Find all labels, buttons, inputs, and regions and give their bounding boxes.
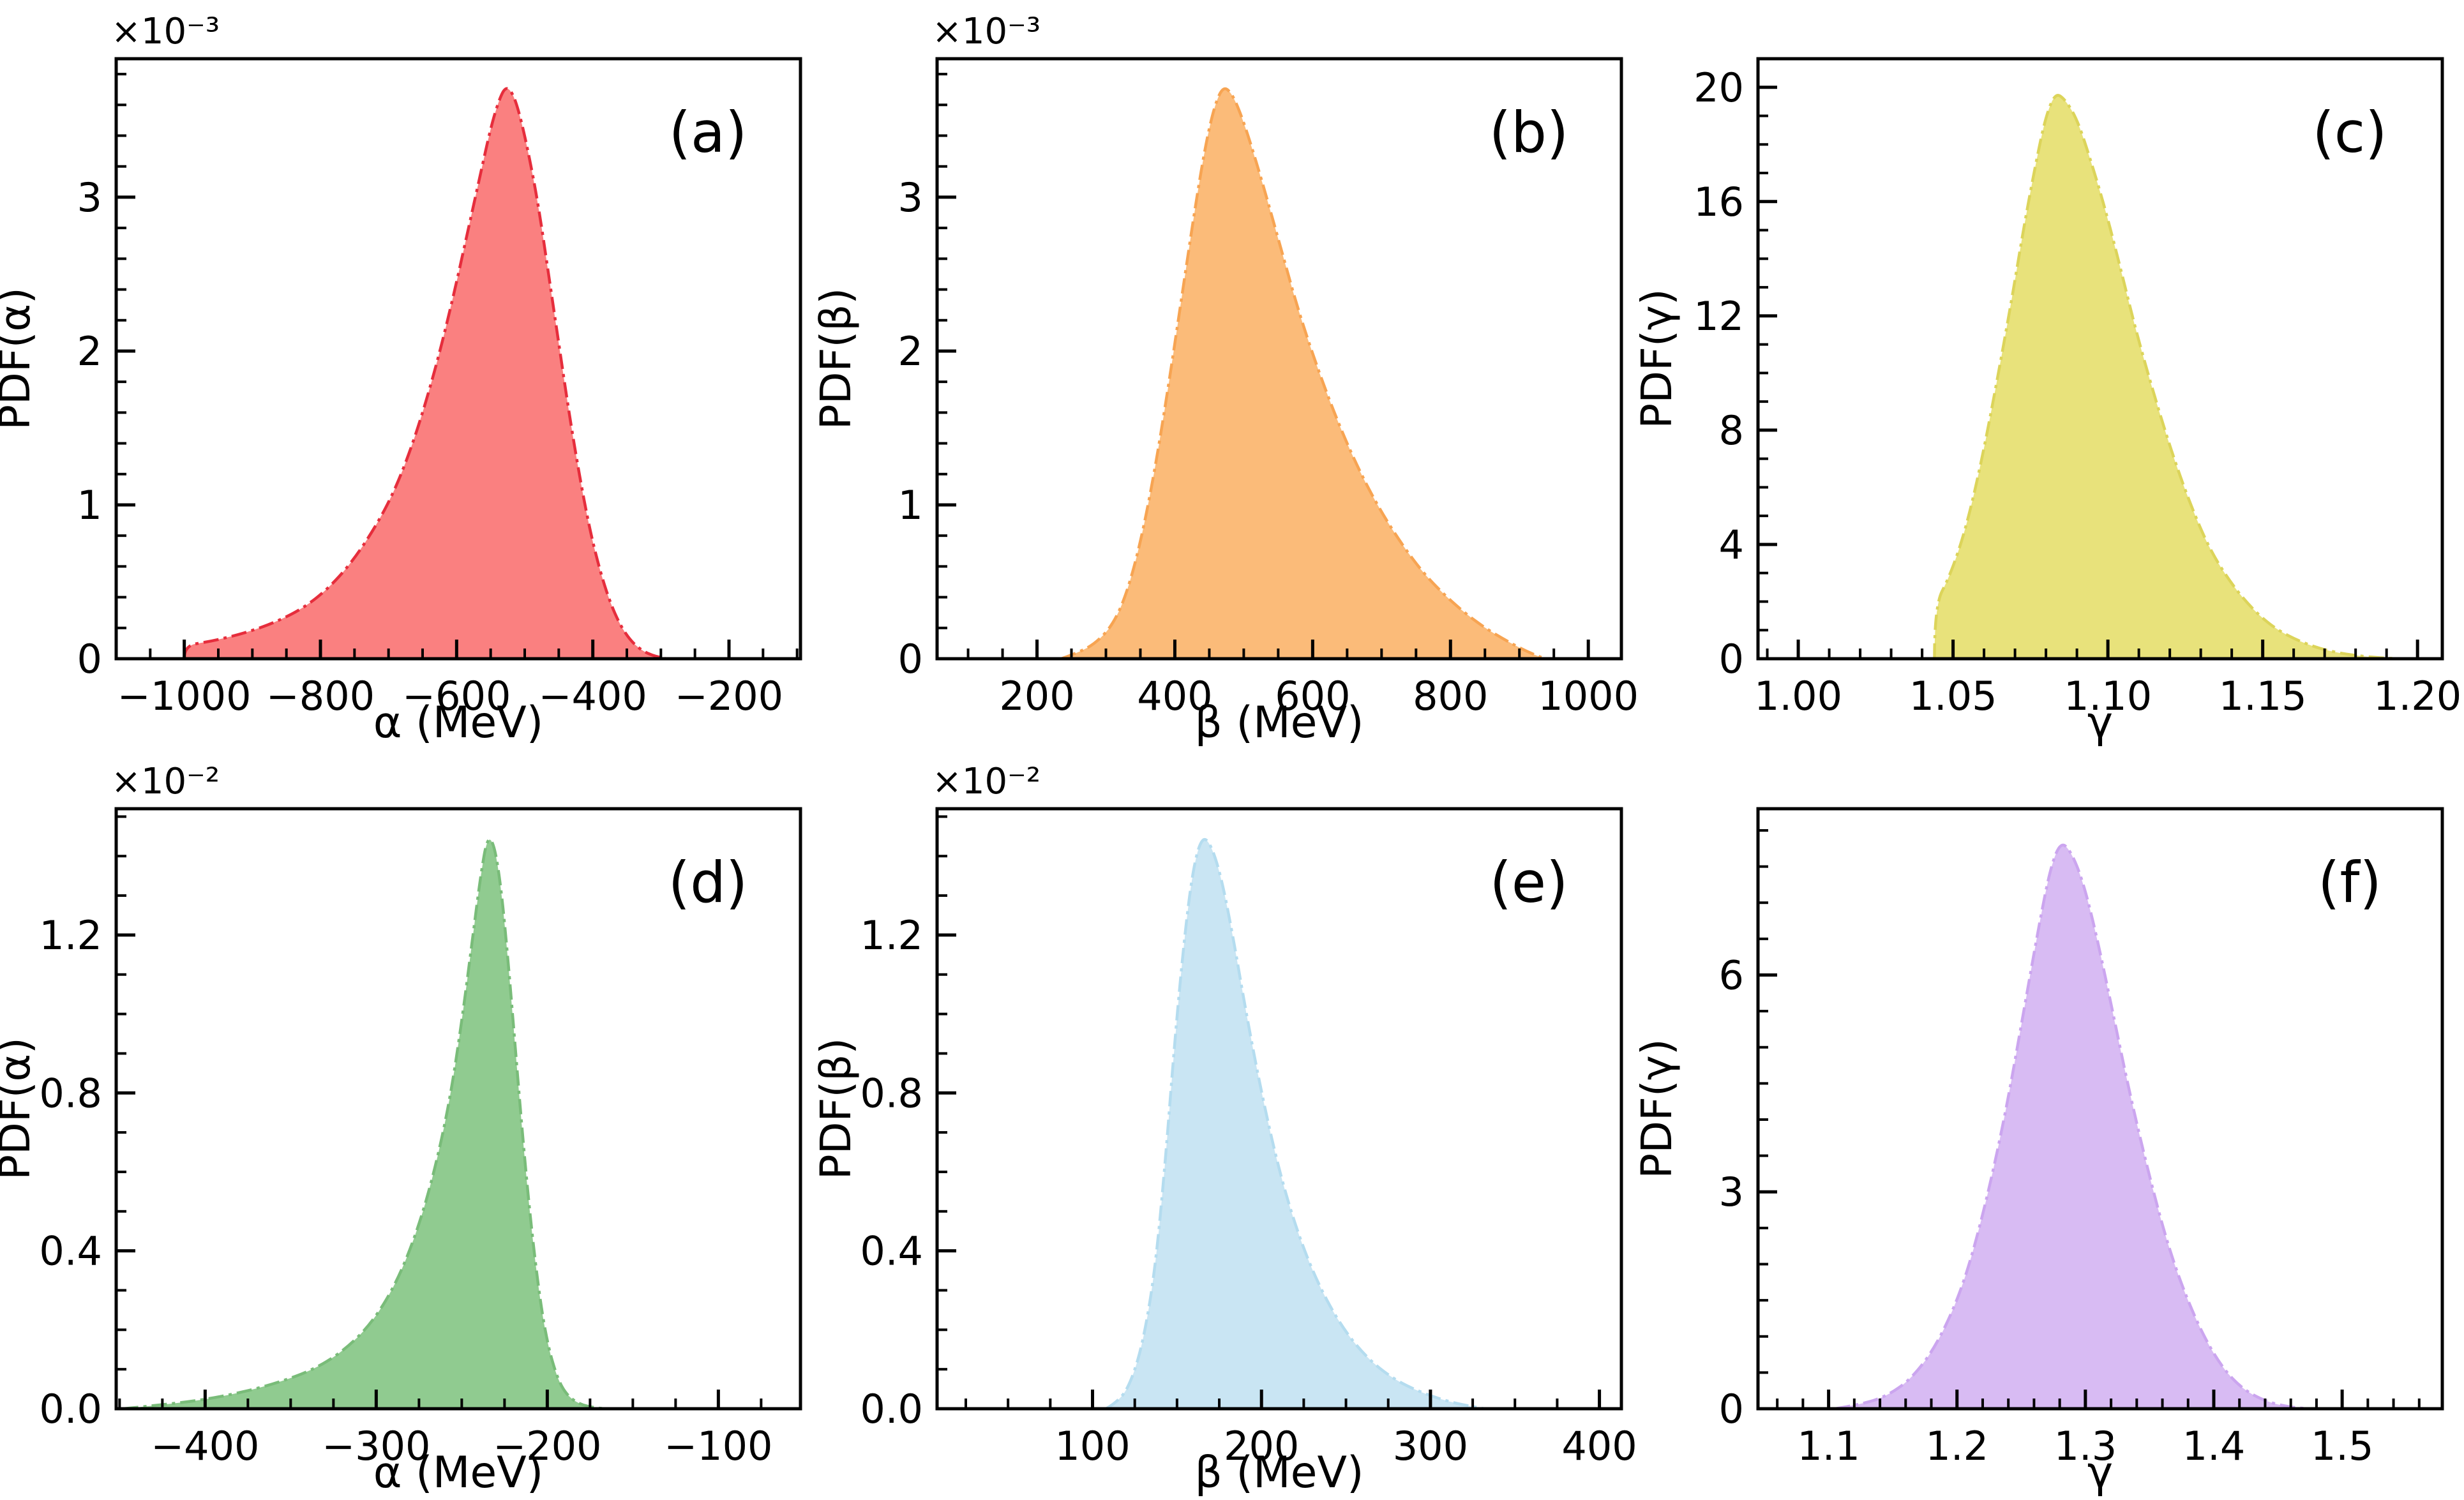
panel-d: −400 −300 −200 −100 0.0 0.4 0.8 1.2 ×10⁻² α (MeV)… bbox=[0, 750, 821, 1500]
x-tick-label: 600 bbox=[1275, 673, 1350, 719]
y-tick-label: 0.0 bbox=[860, 1386, 923, 1432]
y-tick-label: 12 bbox=[1694, 293, 1744, 340]
x-tick-label: 1.2 bbox=[1925, 1423, 1988, 1469]
panel-b: 200 400 600 800 1000 0 1 2 3 ×10⁻³ β (MeV) PDF(β) (b… bbox=[811, 0, 1642, 750]
x-tick-label: −600 bbox=[402, 673, 511, 719]
panel-letter-d: (d) bbox=[668, 850, 748, 915]
panel-letter-f: (f) bbox=[2318, 850, 2382, 915]
x-tick-label: 1.05 bbox=[1909, 673, 1997, 719]
density-area-d bbox=[123, 839, 606, 1409]
y-tick-label: 3 bbox=[1719, 1169, 1744, 1215]
x-axis-label: β (MeV) bbox=[1194, 1448, 1363, 1498]
panel-letter-a: (a) bbox=[669, 100, 747, 165]
plot-frame bbox=[114, 57, 802, 661]
density-area-a bbox=[184, 88, 666, 659]
y-tick-label: 0.8 bbox=[39, 1070, 102, 1116]
x-tick-label: 1.10 bbox=[2064, 673, 2152, 719]
x-tick-label: −200 bbox=[675, 673, 783, 719]
y-tick-label: 2 bbox=[77, 328, 102, 375]
density-area-e bbox=[1106, 839, 1485, 1409]
axis-offset-text: ×10⁻² bbox=[932, 761, 1040, 802]
x-tick-label: 400 bbox=[1137, 673, 1212, 719]
x-tick-label: 1000 bbox=[1538, 673, 1639, 719]
y-tick-label: 3 bbox=[77, 174, 102, 221]
density-outline-a bbox=[183, 87, 667, 659]
panel-letter-c: (c) bbox=[2312, 100, 2387, 165]
y-tick-label: 6 bbox=[1719, 952, 1744, 998]
x-tick-label: 1.00 bbox=[1754, 673, 1842, 719]
x-tick-label: 100 bbox=[1055, 1423, 1130, 1469]
x-tick-label: 400 bbox=[1561, 1423, 1637, 1469]
panel-e: 100 200 300 400 0.0 0.4 0.8 1.2 ×10⁻² β (MeV) PDF(… bbox=[811, 750, 1642, 1500]
axis-offset-text: ×10⁻² bbox=[111, 761, 220, 802]
density-outline-c bbox=[1933, 94, 2403, 659]
y-tick-label: 16 bbox=[1694, 179, 1744, 225]
y-axis-label: PDF(β) bbox=[811, 1038, 860, 1180]
x-tick-label: −200 bbox=[493, 1423, 601, 1469]
y-tick-label: 0.4 bbox=[39, 1228, 102, 1275]
x-tick-label: 1.15 bbox=[2219, 673, 2307, 719]
x-tick-label: 1.20 bbox=[2373, 673, 2461, 719]
y-tick-label: 0.0 bbox=[39, 1386, 102, 1432]
plot-frame bbox=[114, 807, 802, 1411]
y-tick-label: 1.2 bbox=[860, 912, 923, 959]
x-axis-label: γ bbox=[2087, 698, 2113, 748]
axis-offset-text: ×10⁻³ bbox=[111, 11, 220, 52]
plot-frame bbox=[1756, 807, 2444, 1411]
panel-c: 1.00 1.05 1.10 1.15 1.20 0 4 8 12 16 20 γ PDF(γ) (c) bbox=[1632, 0, 2463, 750]
x-axis-label: α (MeV) bbox=[373, 698, 544, 748]
y-axis-label: PDF(β) bbox=[811, 288, 860, 430]
y-tick-label: 1 bbox=[77, 482, 102, 529]
y-tick-label: 20 bbox=[1694, 64, 1744, 111]
x-tick-label: 1.5 bbox=[2311, 1423, 2374, 1469]
y-tick-label: 4 bbox=[1719, 521, 1744, 568]
x-tick-label: −100 bbox=[664, 1423, 772, 1469]
x-tick-label: 200 bbox=[999, 673, 1074, 719]
panel-letter-b: (b) bbox=[1489, 100, 1569, 165]
panel-f: 1.1 1.2 1.3 1.4 1.5 0 3 6 γ PDF(γ) (f) bbox=[1632, 750, 2463, 1500]
x-tick-label: 1.4 bbox=[2182, 1423, 2246, 1469]
plot-frame bbox=[935, 807, 1623, 1411]
plot-frame bbox=[1756, 57, 2444, 661]
x-axis-label: β (MeV) bbox=[1194, 698, 1363, 748]
density-outline-b bbox=[1060, 87, 1546, 659]
y-tick-label: 1 bbox=[898, 482, 923, 529]
x-tick-label: −300 bbox=[322, 1423, 430, 1469]
density-outline-e bbox=[1105, 837, 1485, 1409]
y-tick-label: 0.4 bbox=[860, 1228, 923, 1275]
y-tick-label: 1.2 bbox=[39, 912, 102, 959]
x-tick-label: −400 bbox=[539, 673, 647, 719]
density-area-f bbox=[1835, 844, 2310, 1409]
density-area-b bbox=[1061, 89, 1546, 659]
x-tick-label: 200 bbox=[1224, 1423, 1299, 1469]
x-axis-label: γ bbox=[2087, 1448, 2113, 1498]
x-tick-label: 1.3 bbox=[2054, 1423, 2117, 1469]
y-axis-label: PDF(α) bbox=[0, 1037, 40, 1180]
x-tick-label: 800 bbox=[1413, 673, 1488, 719]
x-tick-label: 1.1 bbox=[1797, 1423, 1860, 1469]
axis-offset-text: ×10⁻³ bbox=[932, 11, 1040, 52]
density-outline-d bbox=[123, 838, 606, 1409]
y-tick-label: 2 bbox=[898, 328, 923, 375]
y-tick-label: 3 bbox=[898, 174, 923, 221]
y-axis-label: PDF(α) bbox=[0, 287, 40, 430]
x-axis-label: α (MeV) bbox=[373, 1448, 544, 1498]
panel-a: −1000 −800 −600 −400 −200 0 1 2 3 ×10⁻³ α (MeV) PDF… bbox=[0, 0, 821, 750]
y-tick-label: 0 bbox=[77, 636, 102, 682]
y-axis-label: PDF(γ) bbox=[1632, 289, 1681, 428]
y-tick-label: 0.8 bbox=[860, 1070, 923, 1116]
y-axis-label: PDF(γ) bbox=[1632, 1039, 1681, 1178]
x-tick-label: −800 bbox=[266, 673, 375, 719]
x-tick-label: 300 bbox=[1393, 1423, 1468, 1469]
density-area-c bbox=[1934, 95, 2402, 659]
y-tick-label: 0 bbox=[1719, 636, 1744, 682]
panel-letter-e: (e) bbox=[1490, 850, 1568, 915]
y-tick-label: 0 bbox=[1719, 1386, 1744, 1432]
density-outline-f bbox=[1835, 843, 2311, 1409]
y-tick-label: 0 bbox=[898, 636, 923, 682]
y-tick-label: 8 bbox=[1719, 407, 1744, 454]
x-tick-label: −1000 bbox=[117, 673, 252, 719]
x-tick-label: −400 bbox=[151, 1423, 259, 1469]
